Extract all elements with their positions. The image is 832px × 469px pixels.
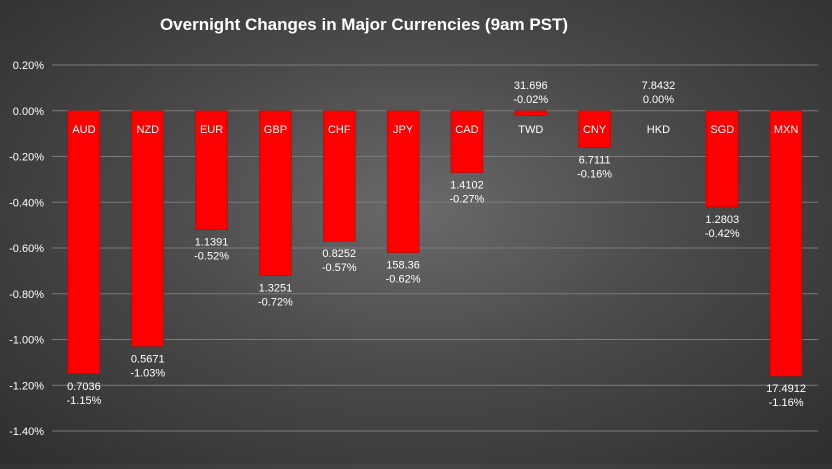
category-label: NZD [136, 124, 159, 136]
bar-mxn [769, 110, 803, 377]
rate-label: 1.2803 [705, 214, 739, 226]
rate-label: 1.1391 [195, 237, 229, 249]
category-label: SGD [710, 124, 734, 136]
rate-label: 158.36 [386, 260, 420, 272]
y-tick-label: -0.40% [9, 197, 44, 209]
change-label: -1.03% [130, 367, 165, 379]
bar-cad [450, 110, 484, 173]
bar-jpy [386, 110, 420, 253]
bar-chf [323, 110, 356, 242]
chart-title: Overnight Changes in Major Currencies (9… [160, 15, 568, 34]
change-label: -1.16% [769, 397, 804, 409]
y-tick-label: 0.20% [13, 60, 44, 72]
y-tick-label: 0.00% [13, 106, 44, 118]
rate-label: 17.4912 [766, 383, 806, 395]
rate-label: 1.3251 [259, 282, 293, 294]
category-label: EUR [200, 124, 223, 136]
y-tick-label: -1.40% [9, 426, 44, 438]
change-label: -0.02% [513, 94, 548, 106]
category-label: MXN [774, 124, 799, 136]
change-label: -0.42% [705, 228, 740, 240]
change-label: -0.16% [577, 168, 612, 180]
category-label: CAD [455, 124, 478, 136]
y-tick-label: -0.20% [9, 152, 44, 164]
bar-sgd [706, 110, 739, 208]
y-tick-label: -1.00% [9, 335, 44, 347]
category-label: HKD [647, 124, 670, 136]
change-label: -0.27% [449, 194, 484, 206]
rate-label: 6.7111 [579, 154, 611, 166]
bar-twd [514, 110, 547, 116]
y-tick-label: -1.20% [9, 380, 44, 392]
bar-eur [195, 110, 228, 230]
bar-gbp [259, 110, 292, 276]
bar-aud [67, 110, 101, 375]
rate-label: 31.696 [514, 80, 548, 92]
rate-label: 0.7036 [67, 381, 101, 393]
y-tick-label: -0.60% [9, 243, 44, 255]
change-label: -0.52% [194, 251, 229, 263]
rate-label: 0.8252 [322, 248, 356, 260]
labels: AUD 0.7036 -1.15% NZD 0.5671 -1.03% EUR 1.1391 -… [66, 80, 805, 409]
change-label: -0.62% [386, 274, 421, 286]
category-label: CNY [583, 124, 607, 136]
category-label: CHF [328, 124, 351, 136]
category-label: JPY [393, 124, 414, 136]
change-label: -0.57% [322, 262, 357, 274]
bar-nzd [131, 110, 164, 347]
grid-lines [52, 64, 818, 432]
bar-cny [578, 110, 611, 148]
rate-label: 1.4102 [450, 180, 484, 192]
category-label: GBP [264, 124, 287, 136]
rate-label: 0.5671 [131, 353, 165, 365]
change-label: -0.72% [258, 296, 293, 308]
y-tick-label: -0.80% [9, 289, 44, 301]
rate-label: 7.8432 [642, 80, 676, 92]
category-label: TWD [518, 124, 543, 136]
change-label: -1.15% [66, 395, 101, 407]
change-label: 0.00% [643, 94, 674, 106]
y-axis-ticks: 0.20% 0.00% -0.20% -0.40% -0.60% -0.80% -1.00%… [9, 60, 44, 438]
category-label: AUD [72, 124, 95, 136]
bars [67, 110, 803, 377]
